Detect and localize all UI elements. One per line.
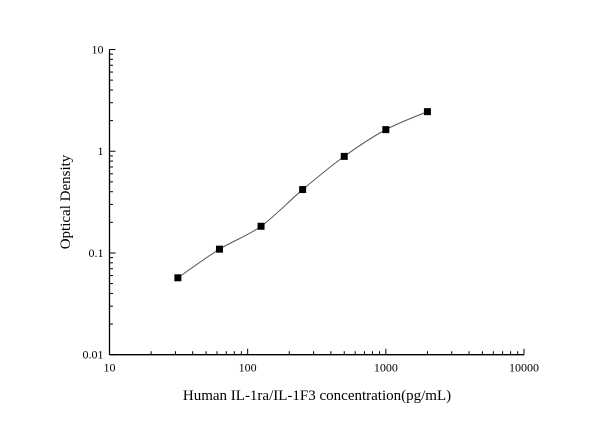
fit-curve bbox=[177, 111, 428, 279]
y-tick-label: 0.1 bbox=[89, 246, 104, 260]
x-axis-label: Human IL-1ra/IL-1F3 concentration(pg/mL) bbox=[183, 388, 451, 404]
ticks bbox=[109, 49, 525, 356]
x-tick-label: 1000 bbox=[374, 361, 398, 375]
data-point bbox=[299, 186, 307, 194]
data-point bbox=[340, 152, 348, 160]
y-tick-label: 0.01 bbox=[83, 348, 104, 362]
y-tick-label: 1 bbox=[98, 144, 104, 158]
data-point bbox=[174, 274, 182, 282]
data-point bbox=[382, 126, 390, 134]
data-point bbox=[257, 222, 265, 230]
y-axis-label: Optical Density bbox=[58, 154, 74, 249]
data-point bbox=[423, 108, 431, 116]
data-points bbox=[174, 108, 431, 282]
tick-labels: 10 100 1000 10000 0.01 0.1 1 10 bbox=[83, 43, 540, 375]
x-tick-label: 10000 bbox=[509, 361, 539, 375]
axes bbox=[108, 49, 524, 356]
x-tick-label: 100 bbox=[239, 361, 257, 375]
data-point bbox=[215, 245, 223, 253]
x-tick-label: 10 bbox=[104, 361, 116, 375]
y-tick-label: 10 bbox=[92, 43, 104, 57]
